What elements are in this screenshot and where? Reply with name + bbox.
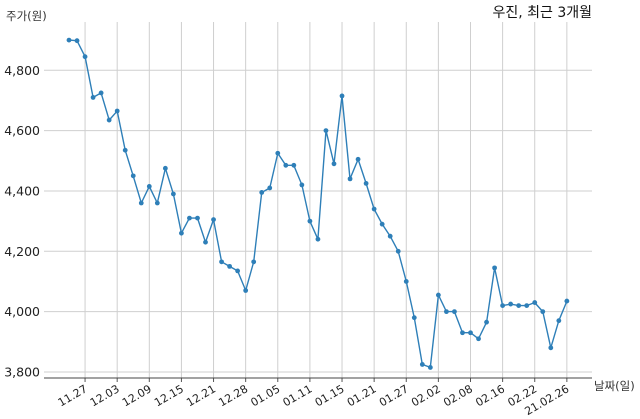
x-tick-label: 12.03: [88, 382, 122, 409]
data-point: [387, 233, 393, 239]
data-point: [315, 236, 321, 242]
x-tick-label: 01.05: [249, 382, 283, 409]
x-tick-label: 12.15: [152, 382, 186, 409]
data-point: [106, 117, 112, 123]
y-tick-label: 3,800: [4, 364, 40, 379]
data-point: [427, 365, 433, 370]
x-tick-label: 12.28: [216, 382, 250, 409]
data-point: [122, 147, 128, 153]
data-point: [524, 303, 530, 308]
data-point: [403, 279, 409, 284]
x-tick-label: 02.08: [441, 382, 475, 409]
data-point: [243, 288, 249, 293]
data-point: [347, 176, 353, 182]
data-point: [98, 90, 104, 96]
data-point: [548, 345, 554, 351]
y-axis-label: 주가(원): [6, 9, 47, 23]
data-point: [138, 200, 144, 206]
data-point: [179, 230, 184, 236]
y-tick-label: 4,400: [4, 183, 40, 198]
data-point: [460, 330, 465, 336]
data-point: [203, 239, 208, 245]
x-tick-label: 02.02: [409, 382, 443, 409]
data-point: [154, 200, 160, 206]
x-tick-label: 11.27: [56, 382, 90, 409]
data-point: [162, 165, 168, 171]
data-point: [371, 206, 377, 212]
axes: [44, 377, 592, 382]
data-point: [211, 217, 216, 223]
y-tick-label: 4,000: [4, 304, 40, 319]
data-point: [323, 128, 329, 134]
data-point: [468, 330, 473, 336]
data-point: [66, 37, 72, 43]
data-point: [267, 185, 273, 191]
x-tick-label: 01.15: [313, 382, 347, 409]
data-point: [444, 309, 449, 315]
data-point: [363, 181, 369, 186]
data-point: [130, 173, 136, 179]
data-point: [476, 336, 481, 342]
grid: [44, 22, 592, 378]
data-point: [331, 161, 337, 167]
x-tick-label: 12.09: [120, 382, 154, 409]
data-point: [540, 309, 546, 315]
data-point: [500, 303, 506, 308]
data-point: [283, 162, 289, 168]
data-point: [170, 191, 176, 197]
data-point: [187, 215, 192, 221]
data-point: [492, 265, 497, 271]
data-point: [379, 221, 385, 227]
y-tick-label: 4,200: [4, 244, 40, 259]
data-point: [219, 259, 224, 265]
x-tick-label: 01.11: [281, 382, 315, 409]
data-point: [275, 150, 281, 156]
data-point: [355, 156, 361, 162]
data-point: [114, 108, 120, 114]
x-tick-labels: 11.2712.0312.0912.1512.2112.2801.0501.11…: [56, 382, 572, 418]
x-tick-label: 01.21: [345, 382, 379, 409]
data-point: [251, 259, 257, 265]
data-point: [227, 263, 233, 269]
data-point: [259, 190, 265, 195]
data-point: [484, 319, 489, 325]
data-point: [556, 318, 562, 324]
data-point: [532, 300, 538, 305]
data-points: [66, 37, 570, 370]
data-point: [516, 303, 522, 308]
x-axis-label: 날짜(일): [594, 379, 635, 393]
data-point: [419, 362, 425, 367]
data-point: [339, 93, 345, 99]
data-point: [146, 184, 152, 189]
data-point: [74, 38, 80, 44]
x-tick-label: 02.16: [473, 382, 507, 409]
data-point: [82, 54, 88, 60]
x-tick-label: 12.21: [184, 382, 218, 409]
chart-title: 우진, 최근 3개월: [492, 5, 592, 21]
data-point: [291, 162, 297, 168]
data-point: [299, 182, 305, 188]
y-tick-labels: 3,800 4,000 4,200 4,400 4,600 4,800: [4, 63, 40, 380]
data-point: [508, 301, 514, 307]
data-point: [307, 218, 313, 224]
series-line: [68, 39, 568, 369]
data-point: [564, 298, 570, 304]
y-tick-label: 4,800: [4, 63, 40, 78]
y-tick-label: 4,600: [4, 123, 40, 138]
data-point: [235, 268, 241, 274]
data-point: [195, 215, 200, 221]
data-point: [435, 292, 441, 298]
data-point: [452, 309, 457, 315]
data-point: [411, 315, 417, 321]
data-point: [395, 248, 401, 254]
x-tick-label: 01.27: [377, 382, 411, 409]
data-point: [90, 95, 96, 100]
